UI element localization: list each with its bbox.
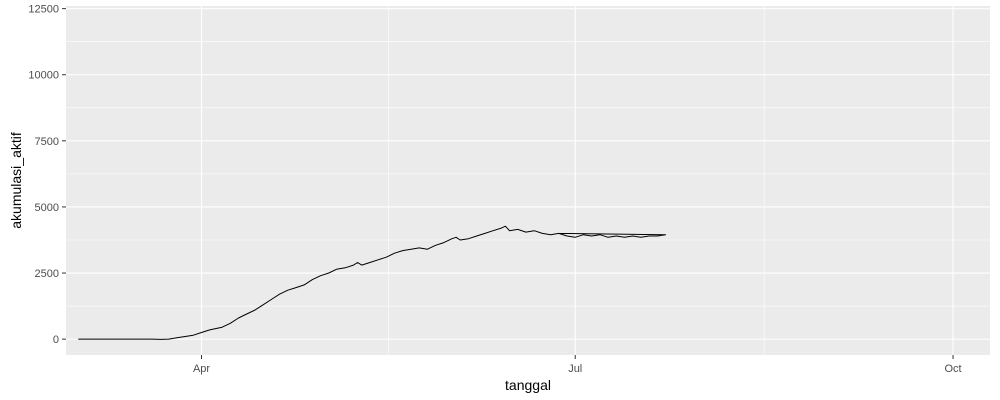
- y-tick-label: 5000: [35, 202, 59, 214]
- x-tick-label: Oct: [944, 363, 961, 375]
- x-tick-label: Jul: [568, 363, 582, 375]
- grid-major: [66, 6, 990, 355]
- grid-minor: [66, 6, 990, 355]
- series-layer: [78, 225, 667, 340]
- y-axis: 0 2500 5000 7500 10000 12500: [28, 4, 66, 346]
- x-axis: Apr Jul Oct: [193, 355, 962, 375]
- x-tick-label: Apr: [193, 363, 210, 375]
- y-tick-label: 0: [53, 334, 59, 346]
- x-axis-title: tanggal: [505, 377, 551, 393]
- y-axis-title: akumulasi_aktif: [8, 132, 24, 229]
- y-tick-label: 10000: [28, 70, 59, 82]
- y-tick-label: 2500: [35, 268, 59, 280]
- series-line: [78, 225, 667, 340]
- y-tick-label: 12500: [28, 4, 59, 16]
- y-tick-label: 7500: [35, 136, 59, 148]
- plot-panel: [66, 6, 990, 355]
